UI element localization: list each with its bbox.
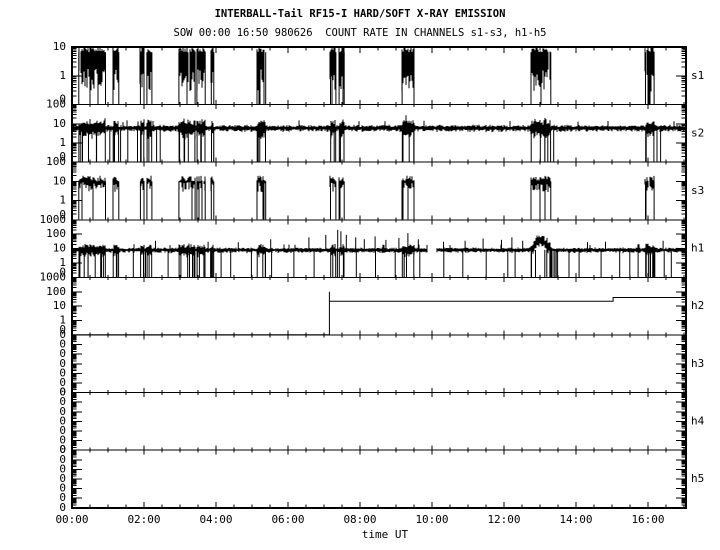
panel-s3-trace	[78, 175, 655, 220]
chart-title: INTERBALL-Tail RF15-I HARD/SOFT X-RAY EM…	[214, 8, 506, 20]
y-tick-label: 10	[53, 40, 66, 53]
y-axis-ticks	[72, 47, 686, 506]
y-tick-label: 1	[59, 69, 66, 82]
y-tick-label: 0	[59, 328, 66, 341]
y-tick-label: 10	[53, 117, 66, 130]
y-tick-label: 100	[46, 227, 66, 240]
y-tick-label: 100	[46, 285, 66, 298]
x-axis-title: time UT	[362, 528, 409, 541]
y-tick-label: 1	[59, 194, 66, 207]
panel-h2-trace	[72, 291, 687, 336]
y-tick-label: 0	[59, 338, 66, 351]
channel-label-h3: h3	[691, 357, 704, 370]
x-tick-label: 14:00	[559, 513, 592, 526]
channel-label-s2: s2	[691, 126, 704, 139]
x-tick-label: 08:00	[343, 513, 376, 526]
channel-label-s3: s3	[691, 184, 704, 197]
panel-s2-trace	[72, 115, 686, 162]
channel-label-h5: h5	[691, 472, 704, 485]
y-tick-label: 0	[59, 462, 66, 475]
channel-label-h4: h4	[691, 414, 705, 427]
y-tick-label: 0	[59, 386, 66, 399]
channel-label-h1: h1	[691, 242, 704, 255]
x-tick-label: 12:00	[487, 513, 520, 526]
y-tick-label: 0	[59, 434, 66, 447]
x-tick-label: 04:00	[199, 513, 232, 526]
y-tick-label: 1000	[40, 270, 67, 283]
x-tick-label: 00:00	[55, 513, 88, 526]
y-tick-label: 1000	[40, 213, 67, 226]
panel-h1-trace	[72, 229, 686, 278]
y-tick-label: 0	[59, 366, 66, 379]
y-tick-label: 0	[59, 405, 66, 418]
y-tick-label: 1	[59, 136, 66, 149]
y-tick-label: 0	[59, 357, 66, 370]
y-tick-label: 0	[59, 386, 66, 399]
y-tick-label: 10	[53, 174, 66, 187]
channel-label-s1: s1	[691, 69, 704, 82]
y-tick-label: 100	[46, 98, 66, 111]
x-tick-label: 10:00	[415, 513, 448, 526]
x-tick-label: 02:00	[127, 513, 160, 526]
y-tick-label: 1	[59, 256, 66, 269]
y-tick-label: 0	[59, 265, 66, 278]
y-tick-label: 0	[59, 414, 66, 427]
y-tick-label: 0	[59, 376, 66, 389]
x-tick-label: 16:00	[631, 513, 664, 526]
y-tick-label: 0	[59, 347, 66, 360]
y-tick-label: 0	[59, 424, 66, 437]
chart-subtitle: SOW 00:00 16:50 980626 COUNT RATE IN CHA…	[173, 27, 547, 39]
x-tick-label: 06:00	[271, 513, 304, 526]
y-tick-label: 0	[59, 93, 66, 106]
y-tick-label: 0	[59, 208, 66, 221]
y-tick-label: 0	[59, 443, 66, 456]
y-tick-label: 100	[46, 155, 66, 168]
y-tick-label: 0	[59, 323, 66, 336]
y-tick-label: 10	[53, 299, 66, 312]
y-tick-label: 0	[59, 472, 66, 485]
y-tick-label: 0	[59, 491, 66, 504]
y-tick-label: 1	[59, 314, 66, 327]
y-tick-label: 10	[53, 242, 66, 255]
y-tick-label: 0	[59, 443, 66, 456]
y-tick-label: 0	[59, 453, 66, 466]
channel-labels: s1 s2 s3 h1 h2 h3 h4 h5	[691, 69, 705, 485]
y-tick-label: 0	[59, 501, 66, 514]
y-tick-label: 0	[59, 150, 66, 163]
y-axis-labels: 1010100101010010101000100101010001001010…	[40, 40, 67, 514]
y-tick-label: 0	[59, 482, 66, 495]
x-axis-labels: 00:00 02:00 04:00 06:00 08:00 10:00 12:00 14:00…	[55, 513, 664, 541]
y-tick-label: 0	[59, 395, 66, 408]
panel-s1-trace	[78, 47, 655, 104]
channel-label-h2: h2	[691, 299, 704, 312]
